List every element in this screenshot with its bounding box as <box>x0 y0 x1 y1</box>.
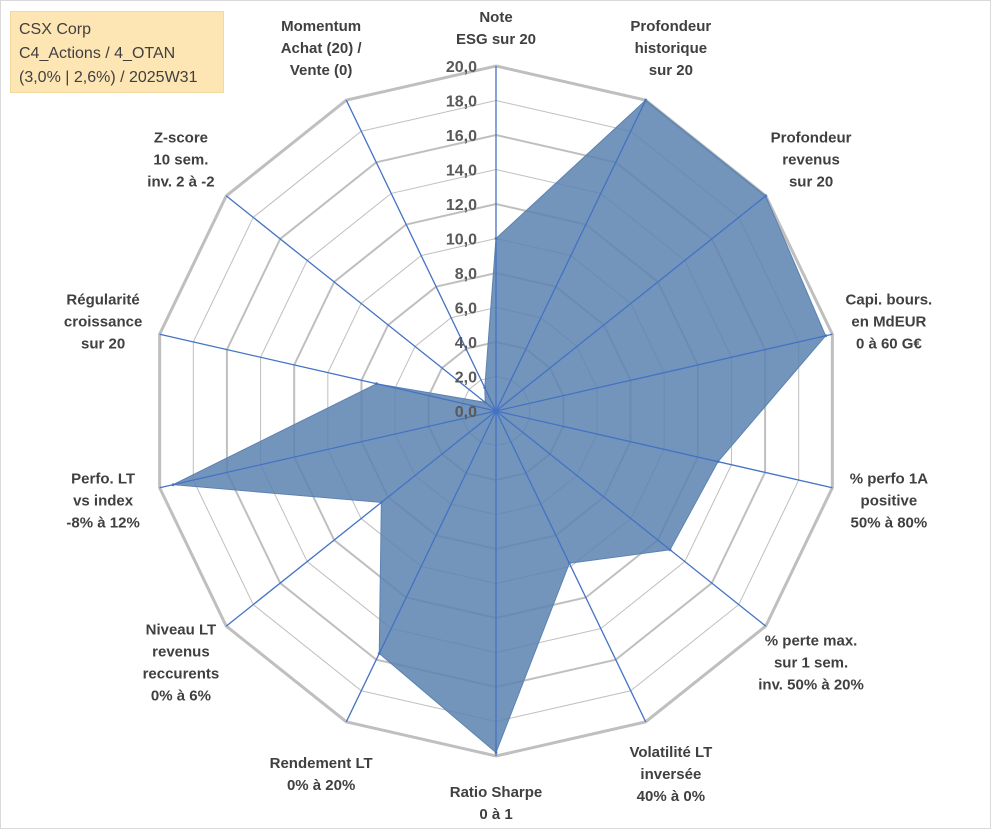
tick-label: 14,0 <box>446 163 477 180</box>
performance-week: (3,0% | 2,6%) / 2025W31 <box>19 69 198 86</box>
axis-label: inv. 50% à 20% <box>758 676 864 693</box>
axis-line-13 <box>225 195 497 412</box>
axis-label: reccurents <box>143 665 220 682</box>
tick-label: 8,0 <box>455 266 477 283</box>
axis-label: 10 sem. <box>153 152 208 169</box>
axis-label: Achat (20) / <box>281 40 363 57</box>
axis-label: ESG sur 20 <box>456 31 536 48</box>
axis-label: 40% à 0% <box>637 788 705 805</box>
axis-label: historique <box>635 40 708 57</box>
axis-line-9 <box>345 410 497 723</box>
axis-label: 0% à 6% <box>151 687 211 704</box>
axis-label: % perfo 1A <box>850 471 929 488</box>
axis-label: Capi. bours. <box>846 291 933 308</box>
portfolio-category: C4_Actions / 4_OTAN <box>19 45 176 62</box>
axis-label: sur 20 <box>789 174 833 191</box>
axis-line-10 <box>225 410 497 627</box>
axis-line-7 <box>495 410 647 723</box>
axis-label: revenus <box>152 643 210 660</box>
tick-label: 16,0 <box>446 128 477 145</box>
tick-label: 18,0 <box>446 94 477 111</box>
axis-label: revenus <box>782 152 840 169</box>
axis-label: Profondeur <box>771 130 852 147</box>
axis-label: Profondeur <box>630 18 711 35</box>
tick-label: 20,0 <box>446 59 477 76</box>
axis-label: vs index <box>73 493 134 510</box>
axis-label: Z-score <box>154 130 208 147</box>
axis-line-11 <box>159 410 497 489</box>
company-name: CSX Corp <box>19 21 92 38</box>
axis-label: en MdEUR <box>851 313 926 330</box>
tick-label: 2,0 <box>455 370 477 387</box>
tick-label: 4,0 <box>455 335 477 352</box>
tick-label: 10,0 <box>446 232 477 249</box>
axis-label: Perfo. LT <box>71 471 135 488</box>
axis-label: sur 1 sem. <box>774 654 848 671</box>
axis-label: -8% à 12% <box>66 515 139 532</box>
axis-line-3 <box>495 195 767 412</box>
axis-line-4 <box>495 333 833 412</box>
tick-label: 6,0 <box>455 301 477 318</box>
tick-label: 0,0 <box>455 404 477 421</box>
info-box: CSX Corp C4_Actions / 4_OTAN (3,0% | 2,6… <box>10 11 224 93</box>
axis-line-6 <box>495 410 767 627</box>
axis-label: 0% à 20% <box>287 777 355 794</box>
axis-label: croissance <box>64 313 142 330</box>
axis-label: inversée <box>640 766 701 783</box>
axis-label: inv. 2 à -2 <box>147 174 214 191</box>
axis-label: positive <box>861 493 918 510</box>
axis-label: % perte max. <box>765 632 858 649</box>
axis-label: 0 à 60 G€ <box>856 335 923 352</box>
axis-label: Vente (0) <box>290 62 353 79</box>
axis-label: 50% à 80% <box>851 515 928 532</box>
axis-label: sur 20 <box>649 62 693 79</box>
tick-label: 12,0 <box>446 197 477 214</box>
axis-label: Volatilité LT <box>629 744 712 761</box>
axis-line-14 <box>345 99 497 412</box>
axis-line-12 <box>159 333 497 412</box>
axis-label: Régularité <box>66 291 139 308</box>
axis-label: Rendement LT <box>270 755 373 772</box>
axis-line-2 <box>495 99 647 412</box>
axis-label: sur 20 <box>81 335 125 352</box>
axis-label: Note <box>479 9 512 26</box>
axis-line-5 <box>495 410 833 489</box>
axis-label: Niveau LT <box>146 621 217 638</box>
axis-label: Momentum <box>281 18 361 35</box>
axis-label: Ratio Sharpe <box>450 784 543 801</box>
axis-label: 0 à 1 <box>479 806 512 823</box>
